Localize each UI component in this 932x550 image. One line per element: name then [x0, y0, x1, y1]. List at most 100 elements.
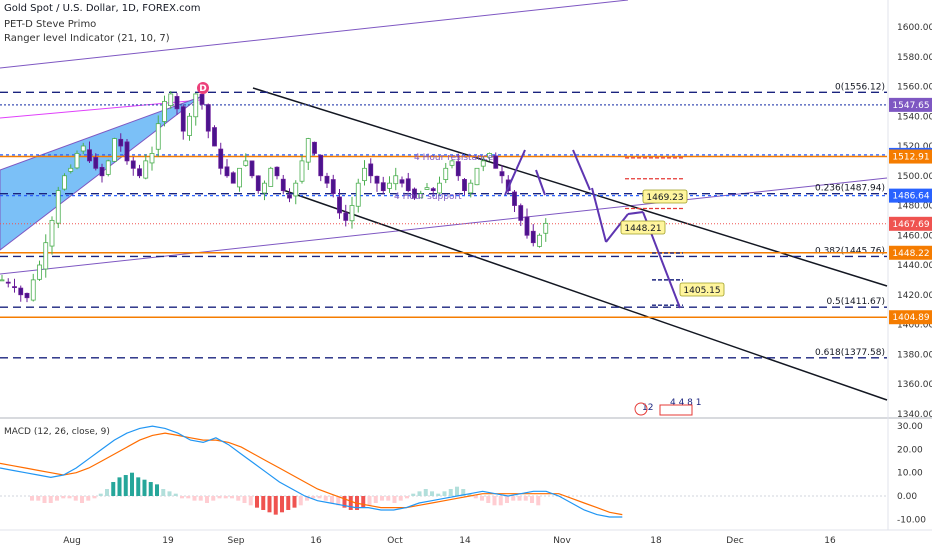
candle-body	[130, 160, 136, 169]
macd-hist-bar	[298, 496, 303, 506]
time-tick-label: 14	[459, 536, 471, 546]
candle-body	[280, 178, 286, 192]
candle-body	[418, 193, 424, 199]
candle-body	[87, 149, 92, 162]
macd-hist-bar	[348, 496, 353, 510]
candle-body	[430, 188, 436, 192]
price-tick-label: 1380.00	[897, 350, 932, 360]
candle-body	[18, 287, 24, 296]
trendline-lower-purple	[0, 177, 888, 275]
fib-level-label: 0.5(1411.67)	[826, 297, 885, 307]
macd-hist-bar	[230, 496, 234, 499]
candle-body	[24, 292, 30, 299]
projection-arrow	[572, 149, 591, 191]
candle-body	[187, 115, 192, 136]
macd-hist-bar	[242, 496, 247, 503]
annotation-4h-resistance: 4 Hour resistance	[414, 153, 494, 163]
price-label-text: 1512.91	[892, 153, 929, 163]
price-tick-label: 1540.00	[897, 112, 932, 122]
d-marker-label: D	[199, 84, 206, 94]
macd-hist-bar	[486, 496, 491, 503]
price-label-bg	[889, 310, 932, 325]
projection-arrow	[504, 149, 526, 196]
candle-body	[330, 179, 336, 195]
price-tick-label: 1400.00	[897, 321, 932, 331]
candle-body	[424, 187, 430, 190]
macd-hist-bar	[523, 496, 528, 501]
candle-body	[349, 205, 355, 222]
candle-body	[193, 93, 199, 118]
candle-body	[255, 175, 261, 192]
candle-body	[112, 138, 117, 162]
callout-1448-box	[620, 220, 666, 235]
candle-body	[374, 175, 380, 184]
candle-body	[74, 153, 80, 169]
candle-body	[12, 286, 17, 289]
macd-hist-bar	[330, 496, 334, 503]
candle-body	[155, 123, 161, 150]
price-label-bg	[889, 216, 932, 231]
candle-body	[343, 212, 349, 221]
projection-arrow	[605, 213, 629, 243]
macd-hist-bar	[386, 496, 391, 501]
macd-hist-bar	[492, 496, 497, 506]
candle-body	[174, 96, 180, 110]
macd-hist-bar	[142, 479, 147, 496]
macd-hist-bar	[373, 496, 378, 503]
macd-hist-bar	[498, 496, 503, 506]
macd-hist-bar	[273, 496, 278, 515]
macd-hist-bar	[536, 496, 541, 506]
macd-hist-bar	[167, 491, 172, 496]
candle-body	[462, 179, 467, 192]
macd-title: MACD (12, 26, close, 9)	[4, 427, 110, 437]
price-tick-label: 1440.00	[897, 261, 932, 271]
candle-body	[380, 182, 386, 192]
macd-hist-bar	[317, 496, 322, 499]
candle-body	[80, 145, 86, 152]
candle-body	[355, 182, 361, 207]
candle-body	[118, 138, 124, 147]
callout-1405-box	[679, 282, 725, 297]
macd-hist-bar	[367, 496, 372, 506]
candle-body	[274, 166, 280, 177]
price-tick-label: 1340.00	[897, 410, 932, 420]
macd-hist-bar	[405, 496, 409, 499]
macd-hist-bar	[448, 489, 453, 496]
macd-hist-bar	[117, 477, 122, 496]
price-label-bg	[889, 149, 932, 164]
macd-hist-bar	[105, 489, 109, 496]
event-flag-2: 4 4 8 1	[670, 398, 702, 408]
price-tick-label: 1580.00	[897, 53, 932, 63]
macd-line	[0, 425, 623, 518]
candle-body	[387, 182, 392, 189]
macd-hist-bar	[61, 496, 66, 499]
candle-body	[449, 160, 455, 166]
macd-hist-bar	[30, 496, 34, 501]
macd-hist-bar	[467, 493, 472, 496]
price-tick-label: 1480.00	[897, 202, 932, 212]
channel-upper-line	[252, 87, 888, 287]
price-tick-label: 1520.00	[897, 142, 932, 152]
candle-body	[218, 148, 224, 169]
macd-hist-bar	[361, 496, 366, 508]
projection-arrow	[591, 187, 607, 243]
candle-body	[543, 222, 549, 234]
macd-hist-bar	[530, 496, 534, 503]
fib-level-label: 0.618(1377.58)	[815, 348, 885, 358]
event-flag-1: 12	[642, 403, 653, 413]
annotation-4h-support: 4 Hour support	[394, 192, 462, 202]
macd-hist-bar	[148, 482, 153, 496]
macd-hist-bar	[286, 496, 291, 510]
candle-body	[499, 171, 505, 177]
macd-hist-bar	[236, 496, 241, 501]
macd-hist-bar	[442, 491, 447, 496]
macd-hist-bar	[380, 496, 384, 501]
candle-body	[30, 279, 36, 301]
candle-body	[162, 100, 167, 122]
event-flag-icon-1	[634, 402, 648, 416]
price-tick-label: 1560.00	[897, 83, 932, 93]
candle-body	[168, 93, 174, 107]
callout-1405: 1405.15	[683, 286, 720, 296]
candle-body	[362, 167, 367, 182]
